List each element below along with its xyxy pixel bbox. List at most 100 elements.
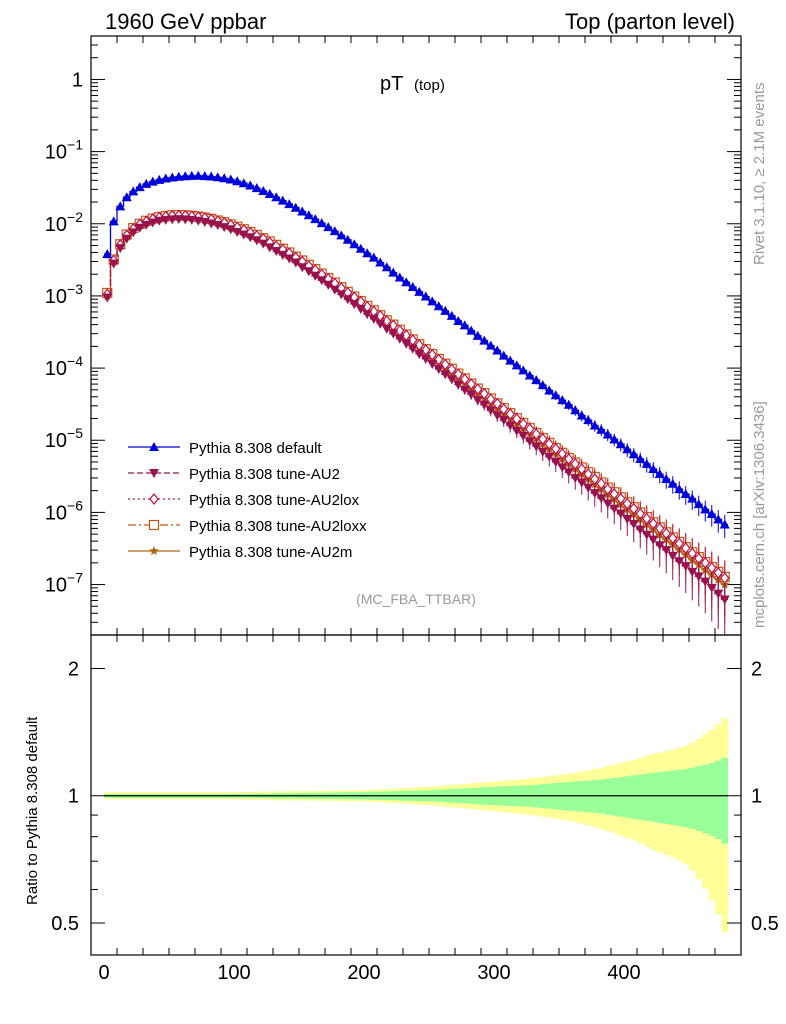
ratio-y-tick-label-right: 2	[751, 658, 762, 680]
marker-triangle-down	[453, 380, 464, 390]
marker-triangle-down	[375, 319, 386, 329]
marker-triangle-up	[219, 173, 230, 183]
ratio-band-inner	[104, 757, 728, 844]
marker-triangle-up	[108, 216, 119, 226]
ratio-band-outer	[104, 718, 728, 933]
marker-triangle-up	[544, 385, 555, 395]
marker-triangle-up	[570, 405, 581, 415]
marker-square	[148, 519, 160, 531]
legend-entry: Pythia 8.308 tune-AU2	[128, 466, 340, 483]
marker-triangle-up	[511, 360, 522, 370]
marker-triangle-down	[700, 577, 711, 587]
marker-triangle-up	[602, 429, 613, 439]
marker-triangle-down	[602, 499, 613, 509]
marker-triangle-down	[167, 215, 178, 225]
marker-triangle-down	[115, 244, 126, 254]
marker-triangle-down	[589, 489, 600, 499]
marker-triangle-up	[498, 350, 509, 360]
marker-triangle-up	[680, 488, 691, 498]
marker-triangle-down	[258, 239, 269, 249]
marker-triangle-down	[518, 431, 529, 441]
marker-triangle-up	[609, 434, 620, 444]
marker-diamond	[453, 368, 464, 381]
marker-triangle-down	[297, 263, 308, 273]
x-tick-label: 300	[477, 962, 510, 984]
marker-triangle-up	[674, 484, 685, 494]
legend: Pythia 8.308 default Pythia 8.308 tune-AU…	[128, 440, 367, 561]
marker-diamond	[563, 453, 574, 465]
marker-triangle-up	[206, 171, 217, 181]
main-panel: 1 10−1 10−2 10−3 10−4 10−5 10−6 10−7	[45, 35, 742, 636]
marker-triangle-down	[622, 515, 633, 525]
marker-triangle-down	[427, 359, 438, 369]
marker-triangle-up	[440, 305, 451, 315]
main-title: pT (top)	[380, 73, 445, 95]
marker-triangle-down	[609, 504, 620, 514]
marker-triangle-down	[492, 411, 503, 421]
marker-diamond	[570, 457, 581, 470]
marker-triangle-down	[524, 437, 535, 447]
marker-triangle-down	[102, 293, 113, 303]
marker-triangle-up	[635, 453, 646, 463]
marker-triangle-down	[368, 314, 379, 324]
marker-triangle-down	[149, 469, 159, 478]
marker-triangle-down	[531, 442, 542, 452]
marker-diamond	[557, 447, 568, 460]
marker-triangle-up	[342, 234, 353, 244]
marker-triangle-up	[310, 214, 321, 224]
marker-triangle-down	[628, 520, 639, 530]
marker-triangle-up	[641, 458, 652, 468]
marker-triangle-up	[453, 315, 464, 325]
marker-triangle-up	[700, 504, 711, 514]
marker-triangle-up	[479, 335, 490, 345]
marker-triangle-up	[394, 272, 405, 282]
marker-triangle-down	[225, 225, 236, 235]
marker-diamond	[531, 428, 542, 440]
marker-triangle-up	[596, 424, 607, 434]
marker-triangle-down	[128, 228, 139, 238]
y-tick-label: 10−2	[45, 209, 83, 236]
marker-triangle-down	[557, 463, 568, 473]
marker-triangle-up	[706, 509, 717, 519]
marker-triangle-up	[576, 410, 587, 420]
marker-triangle-down	[667, 551, 678, 561]
y-tick-label: 10−7	[45, 570, 83, 597]
marker-triangle-up	[368, 252, 379, 262]
marker-triangle-down	[284, 254, 295, 264]
marker-triangle-down	[570, 473, 581, 483]
marker-triangle-up	[238, 178, 249, 188]
marker-triangle-down	[563, 468, 574, 478]
marker-triangle-up	[648, 463, 659, 473]
marker-triangle-down	[245, 233, 256, 243]
marker-triangle-down	[362, 310, 373, 320]
legend-label: Pythia 8.308 tune-AU2loxx	[189, 518, 367, 535]
marker-triangle-down	[687, 567, 698, 577]
main-title-subscript: (top)	[414, 77, 445, 94]
ratio-y-tick-label-right: 0.5	[751, 913, 779, 935]
marker-triangle-down	[433, 365, 444, 375]
marker-triangle-down	[680, 562, 691, 572]
marker-triangle-down	[511, 426, 522, 436]
marker-diamond	[420, 343, 431, 356]
marker-triangle-down	[615, 509, 626, 519]
marker-triangle-up	[557, 395, 568, 405]
marker-triangle-up	[667, 478, 678, 488]
marker-diamond	[149, 493, 159, 505]
ratio-y-tick-label-right: 1	[751, 786, 762, 808]
marker-triangle-up	[212, 172, 223, 182]
marker-triangle-down	[635, 525, 646, 535]
marker-triangle-up	[225, 174, 236, 184]
marker-triangle-down	[661, 546, 672, 556]
marker-triangle-up	[128, 186, 139, 196]
marker-diamond	[550, 442, 561, 455]
marker-triangle-down	[264, 243, 275, 253]
legend-label: Pythia 8.308 tune-AU2	[189, 466, 340, 483]
ratio-ylabel: Ratio to Pythia 8.308 default	[24, 716, 41, 905]
marker-triangle-up	[303, 210, 314, 220]
marker-triangle-up	[446, 310, 457, 320]
marker-triangle-up	[388, 267, 399, 277]
y-tick-label: 10−6	[45, 497, 83, 524]
marker-triangle-up	[713, 514, 724, 524]
marker-triangle-up	[427, 296, 438, 306]
marker-triangle-up	[589, 420, 600, 430]
